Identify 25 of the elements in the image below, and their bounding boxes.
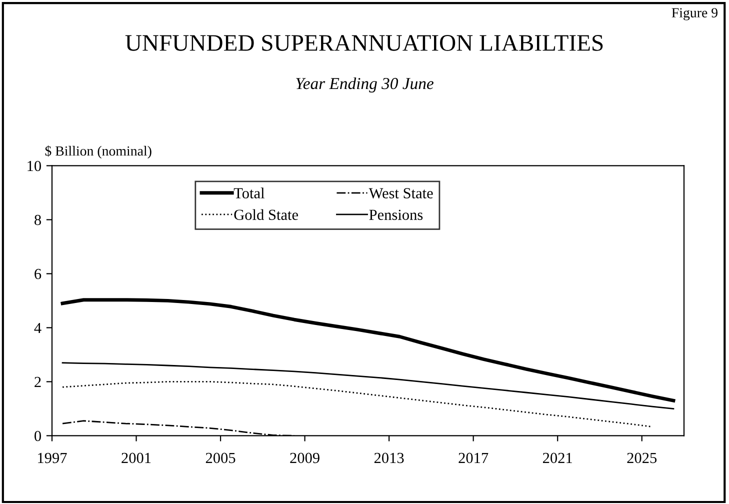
chart-title: UNFUNDED SUPERANNUATION LIABILTIES	[125, 35, 603, 51]
y-tick-label: 8	[34, 214, 41, 226]
y-tick-label: 10	[28, 160, 41, 172]
y-tick-label: 2	[34, 376, 41, 387]
x-tick-label: 2017	[458, 452, 488, 464]
line-series	[62, 362, 674, 410]
y-tick-label: 4	[34, 322, 42, 333]
caption: Figure 9	[672, 8, 718, 20]
y-axis-title: $ Billion (nominal)	[45, 145, 152, 159]
x-tick-label: 2009	[290, 452, 320, 464]
x-tick-label: 2001	[122, 452, 151, 464]
line-series	[60, 298, 676, 402]
x-tick-label: 1997	[38, 452, 67, 464]
x-tick-label: 2013	[374, 452, 404, 464]
legend-label: West State	[368, 188, 433, 198]
x-tick-label: 2021	[542, 452, 572, 464]
legend-label: Pensions	[369, 210, 423, 220]
legend-label: Total	[234, 188, 264, 198]
legend-label: Gold State	[234, 209, 298, 220]
x-tick-label: 2025	[627, 452, 657, 464]
chart-subtitle: Year Ending 30 June	[296, 77, 434, 93]
y-tick-label: 6	[34, 268, 42, 280]
y-tick-label: 0	[34, 430, 41, 442]
x-tick-label: 2005	[206, 452, 236, 464]
line-series	[62, 381, 654, 428]
